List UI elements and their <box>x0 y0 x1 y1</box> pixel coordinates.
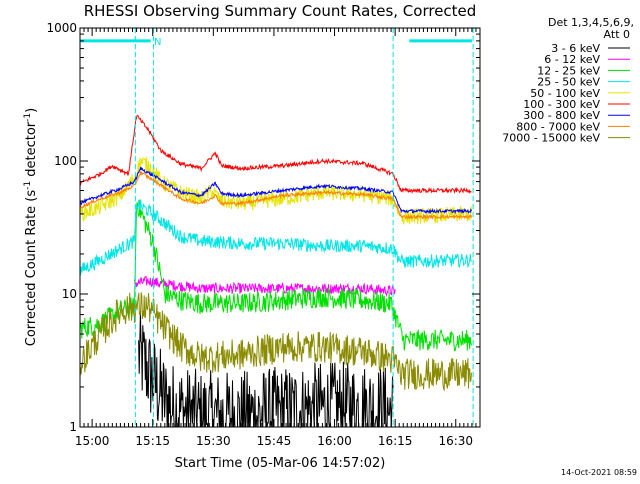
y-axis-label: Corrected Count Rate (s-1 detector-1) <box>23 108 39 346</box>
plot-frame <box>79 27 481 428</box>
chart-title: RHESSI Observing Summary Count Rates, Co… <box>84 2 477 20</box>
x-tick-label-7: 16:30 <box>438 434 473 448</box>
x-tick-label-4: 15:45 <box>257 434 292 448</box>
legend-header-line1: Det 1,3,4,5,6,9, <box>548 16 634 29</box>
series-layer <box>79 114 472 429</box>
x-tick-label-3: 15:30 <box>196 434 231 448</box>
legend-entry-1: 3 - 6 keV <box>551 42 600 55</box>
y-tick-label-4: 1000 <box>46 21 77 35</box>
x-tick-label-6: 16:15 <box>378 434 413 448</box>
y-axis: 1 10 100 1000 <box>46 21 480 434</box>
y-axis-label-sup1: -1 <box>23 181 33 190</box>
series-line-7 <box>79 166 472 215</box>
y-tick-label-1: 1 <box>69 420 77 434</box>
legend-entry-8: 800 - 7000 keV <box>516 120 600 133</box>
legend-entry-3: 12 - 25 keV <box>537 64 600 77</box>
legend-entry-6: 100 - 300 keV <box>523 98 600 111</box>
series-line-9 <box>79 292 472 392</box>
legend-entry-5: 50 - 100 keV <box>530 87 600 100</box>
series-line-4 <box>79 199 472 276</box>
x-tick-label-2: 15:15 <box>135 434 170 448</box>
flag-layer: N <box>80 28 474 427</box>
legend-entry-4: 25 - 50 keV <box>537 76 600 89</box>
y-axis-label-sup2: -1 <box>23 113 33 122</box>
legend-entry-7: 300 - 800 keV <box>523 109 600 122</box>
flag-marker-label: N <box>154 37 161 48</box>
x-axis-label: Start Time (05-Mar-06 14:57:02) <box>175 456 386 471</box>
legend-entry-2: 6 - 12 keV <box>544 53 600 66</box>
y-axis-label-mid: detector <box>24 121 39 181</box>
x-axis: 15:00 15:15 15:30 15:45 16:00 16:15 16:30 <box>75 28 481 448</box>
series-line-8 <box>79 171 472 221</box>
y-axis-label-end: ) <box>24 108 39 113</box>
legend-header-line2: Att 0 <box>604 28 630 41</box>
x-tick-label-5: 16:00 <box>317 434 352 448</box>
series-line-3 <box>79 199 472 352</box>
timestamp: 14-Oct-2021 08:59 <box>561 468 637 477</box>
legend-entry-9: 7000 - 15000 keV <box>502 132 600 145</box>
series-line-1 <box>138 311 394 429</box>
y-tick-label-3: 100 <box>54 154 77 168</box>
y-tick-label-2: 10 <box>62 287 77 301</box>
x-tick-label-1: 15:00 <box>75 434 110 448</box>
series-line-6 <box>79 114 472 195</box>
y-axis-label-main: Corrected Count Rate (s <box>24 190 39 347</box>
